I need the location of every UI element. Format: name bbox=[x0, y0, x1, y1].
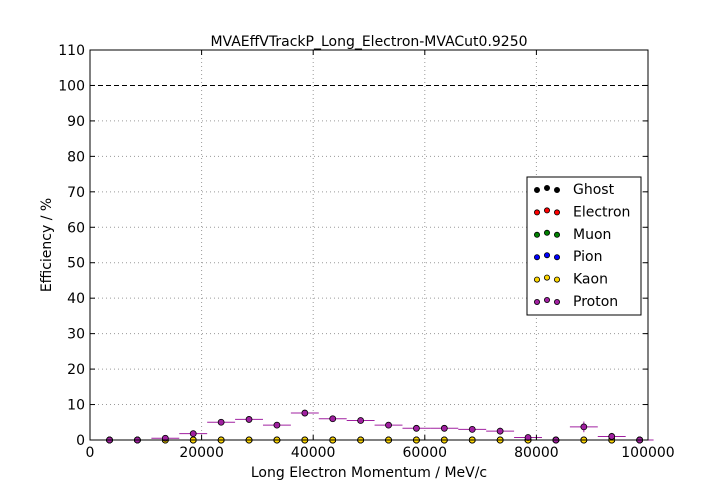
legend-label-pion: Pion bbox=[573, 249, 602, 265]
legend-box bbox=[526, 176, 642, 316]
proton-point bbox=[189, 430, 197, 438]
proton-point bbox=[217, 418, 225, 426]
x-tick-label: 100000 bbox=[621, 445, 674, 461]
x-tick-label: 80000 bbox=[514, 445, 559, 461]
proton-point bbox=[357, 417, 365, 424]
x-tick-label: 60000 bbox=[403, 445, 448, 461]
y-tick-label: 0 bbox=[76, 433, 85, 449]
x-tick-label: 20000 bbox=[179, 445, 224, 461]
legend-marker-ghost bbox=[534, 186, 541, 193]
chart-title: MVAEffVTrackP_Long_Electron-MVACut0.9250 bbox=[210, 34, 527, 50]
legend-marker-electron bbox=[544, 207, 551, 214]
legend-label-electron: Electron bbox=[573, 204, 630, 220]
x-tick-label: 0 bbox=[86, 445, 95, 461]
proton-point bbox=[440, 424, 448, 432]
legend-label-proton: Proton bbox=[573, 294, 618, 310]
legend-marker-ghost bbox=[554, 186, 561, 193]
legend-label-kaon: Kaon bbox=[573, 272, 608, 288]
y-tick-label: 30 bbox=[67, 327, 85, 343]
y-tick-label: 90 bbox=[67, 114, 85, 130]
legend-marker-proton bbox=[554, 298, 561, 305]
proton-point bbox=[468, 425, 476, 433]
y-tick-label: 100 bbox=[58, 78, 85, 94]
legend-marker-kaon bbox=[554, 276, 561, 283]
legend-marker-kaon bbox=[534, 276, 541, 283]
y-axis-label: Efficiency / % bbox=[39, 198, 55, 292]
axis-ticks: 0 20000 40000 60000 80000 100000 0 10 20 30 40 50 60… bbox=[58, 43, 674, 461]
proton-point bbox=[385, 421, 392, 429]
proton-point bbox=[245, 416, 253, 423]
legend-marker-ghost bbox=[544, 184, 551, 191]
legend-marker-proton bbox=[534, 298, 541, 305]
y-tick-label: 10 bbox=[67, 398, 85, 414]
y-tick-label: 70 bbox=[67, 185, 85, 201]
legend-marker-pion bbox=[554, 254, 561, 261]
legend: Ghost Electron Muon Pion Kaon Proton bbox=[526, 176, 642, 316]
proton-point bbox=[580, 423, 588, 431]
legend-marker-muon bbox=[534, 231, 541, 238]
legend-marker-kaon bbox=[544, 274, 551, 281]
legend-marker-electron bbox=[534, 209, 541, 216]
legend-marker-muon bbox=[544, 229, 551, 236]
y-tick-label: 40 bbox=[67, 291, 85, 307]
legend-marker-muon bbox=[554, 231, 561, 238]
legend-marker-pion bbox=[534, 254, 541, 261]
proton-point bbox=[413, 424, 420, 432]
y-tick-label: 50 bbox=[67, 256, 85, 272]
proton-point bbox=[524, 434, 532, 441]
legend-label-ghost: Ghost bbox=[573, 182, 615, 198]
proton-point bbox=[273, 421, 281, 429]
x-axis-label: Long Electron Momentum / MeV/c bbox=[251, 465, 487, 481]
y-tick-label: 60 bbox=[67, 220, 85, 236]
proton-point bbox=[329, 415, 337, 423]
legend-label-muon: Muon bbox=[573, 227, 611, 243]
y-tick-label: 20 bbox=[67, 362, 85, 378]
y-tick-label: 110 bbox=[58, 43, 85, 59]
proton-point bbox=[496, 427, 504, 435]
proton-point bbox=[608, 433, 616, 440]
legend-marker-pion bbox=[544, 252, 551, 259]
plot-frame bbox=[89, 49, 649, 441]
x-tick-label: 40000 bbox=[291, 445, 336, 461]
proton-point bbox=[301, 409, 309, 417]
legend-marker-proton bbox=[544, 296, 551, 303]
legend-marker-electron bbox=[554, 209, 561, 216]
y-tick-label: 80 bbox=[67, 149, 85, 165]
